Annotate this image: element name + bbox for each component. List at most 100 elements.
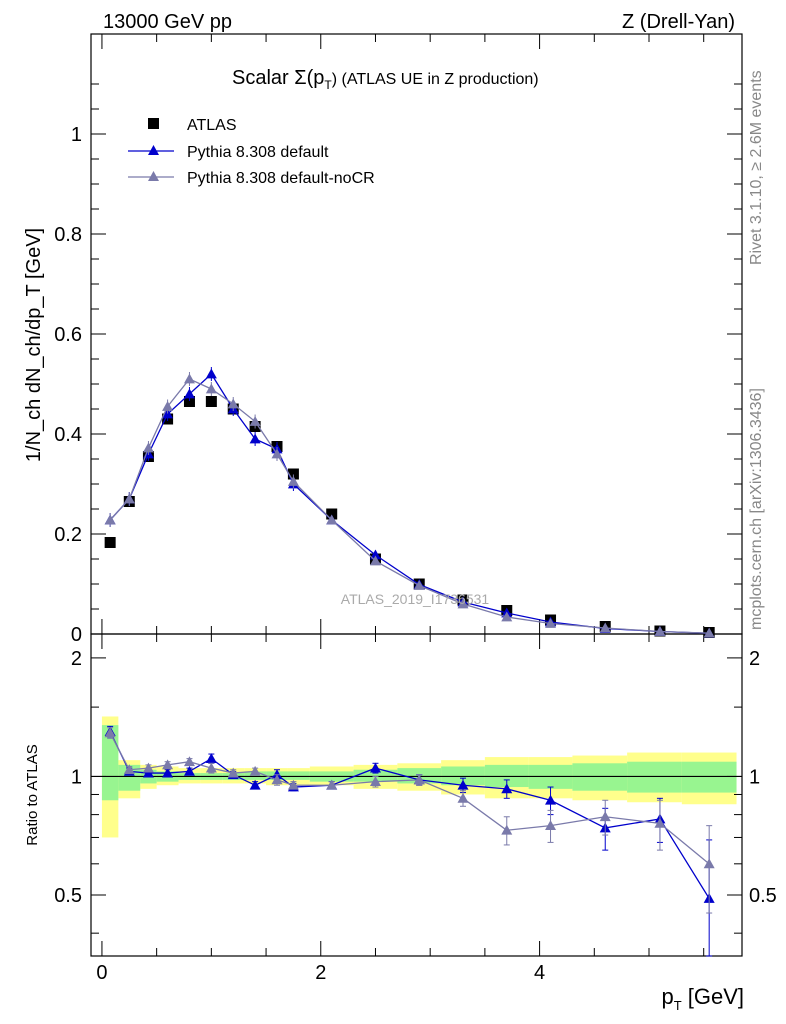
legend-marker-nocr [148,171,159,181]
nocr-ratio-point [162,759,174,770]
ratio-band-green [287,771,310,780]
ratio-band-green [627,761,682,793]
ratio-plot-axes: 0.5 0.5 1 1 2 2 0 2 4 [54,633,777,984]
default-ratio-point [162,767,174,778]
nocr-ratio-point [413,774,425,785]
legend-marker-atlas [148,118,159,129]
nocr-ratio-point [599,811,611,822]
nocr-data-point [123,493,135,504]
nocr-ratio-point [287,779,299,790]
x-axis-label-main: p [661,984,673,1009]
legend-label-nocr: Pythia 8.308 default-noCR [187,170,375,187]
nocr-data-point [654,626,666,636]
collision-energy-label: 13000 GeV pp [103,11,232,33]
atlas-data-point [287,468,299,480]
ratio-y-tick-label: 1 [71,766,82,788]
default-ratio-point [369,762,381,773]
nocr-ratio-point [227,767,239,778]
ratio-plot-frame [90,633,743,957]
nocr-ratio-point [205,762,217,773]
legend-label-atlas: ATLAS [187,117,237,134]
nocr-ratio-point [271,774,283,785]
x-tick-label: 4 [534,962,545,984]
nocr-data-point [249,416,261,426]
nocr-ratio-point [703,858,715,869]
ratio-y-tick-label-right: 2 [749,648,760,670]
default-ratio-point [205,753,217,764]
nocr-data-point [545,618,557,628]
nocr-data-point [703,627,715,638]
default-ratio-point [142,767,154,778]
nocr-data-point [104,514,116,525]
default-ratio-point [249,779,261,790]
nocr-data-point [287,476,299,486]
atlas-data-point [205,396,217,407]
default-ratio-point [545,794,557,805]
nocr-ratio-point [545,820,557,831]
default-data-point [183,388,195,399]
main-y-tick-label: 1 [71,124,82,146]
default-data-point [369,549,381,560]
default-ratio-point [457,779,469,790]
nocr-ratio-point [142,762,154,773]
atlas-data-point [183,396,195,407]
nocr-data-point [271,448,283,459]
nocr-data-point [162,401,174,411]
ratio-band-green [101,725,119,801]
process-label: Z (Drell-Yan) [622,11,735,33]
main-y-tick-label: 0.6 [54,324,82,346]
x-axis-label-tail: [GeV] [682,984,744,1009]
default-ratio-point [183,765,195,776]
main-y-tick-label: 0 [71,624,82,646]
x-axis-label-sub: T [674,998,682,1013]
nocr-ratio-point [457,792,469,803]
default-ratio-point [501,783,513,794]
default-ratio-point [271,769,283,780]
nocr-ratio-point [501,824,513,835]
nocr-ratio-point [123,764,135,775]
nocr-ratio-point [104,727,116,738]
atlas-data-point [104,537,116,548]
main-y-axis-label: 1/N_ch dN_ch/dp_T [GeV] [23,228,45,462]
nocr-data-point [326,514,338,525]
ratio-y-tick-label-right: 0.5 [749,885,777,907]
ratio-y-tick-label-right: 1 [749,766,760,788]
nocr-data-point [599,622,611,633]
nocr-data-point [183,373,195,384]
analysis-watermark: ATLAS_2019_I1736531 [341,591,490,607]
nocr-data-point [227,398,239,409]
nocr-ratio-point [183,756,195,767]
ratio-band-green [681,761,737,793]
nocr-data-point [205,383,217,394]
main-plot-axes: 0 0.2 0.4 0.6 0.8 1 [54,33,743,646]
default-data-point [249,433,261,444]
plot-title: Scalar Σ(pT) (ATLAS UE in Z production) [232,67,539,92]
ratio-y-tick-label: 2 [71,648,82,670]
x-axis-label: pT [GeV] [661,984,744,1013]
ratio-plot-series [104,725,715,957]
nocr-ratio-point [249,765,261,776]
ratio-band-green [353,769,398,782]
rivet-version-label: Rivet 3.1.10, ≥ 2.6M events [748,70,765,265]
nocr-ratio-point [369,776,381,787]
main-y-tick-label: 0.2 [54,524,82,546]
nocr-data-point [142,442,154,453]
nocr-data-point [501,611,513,622]
main-y-tick-label: 0.4 [54,424,82,446]
ratio-y-tick-label: 0.5 [54,885,82,907]
main-y-tick-label: 0.8 [54,224,82,246]
legend-marker-default [148,145,159,155]
nocr-ratio-point [326,779,338,790]
main-plot-series [104,367,715,638]
plot-title-tail: ) (ATLAS UE in Z production) [332,71,539,88]
plot-title-main: Scalar Σ(p [232,67,324,89]
mcplots-reference-label: mcplots.cern.ch [arXiv:1306.3436] [748,388,765,630]
nocr-data-point [413,580,425,590]
nocr-ratio-point [654,817,666,828]
nocr-data-point [457,598,469,609]
legend-label-default: Pythia 8.308 default [187,144,329,161]
ratio-y-axis-label: Ratio to ATLAS [24,744,41,845]
plot-title-sub: T [324,78,332,92]
nocr-data-point [369,555,381,566]
x-tick-label: 2 [315,962,326,984]
